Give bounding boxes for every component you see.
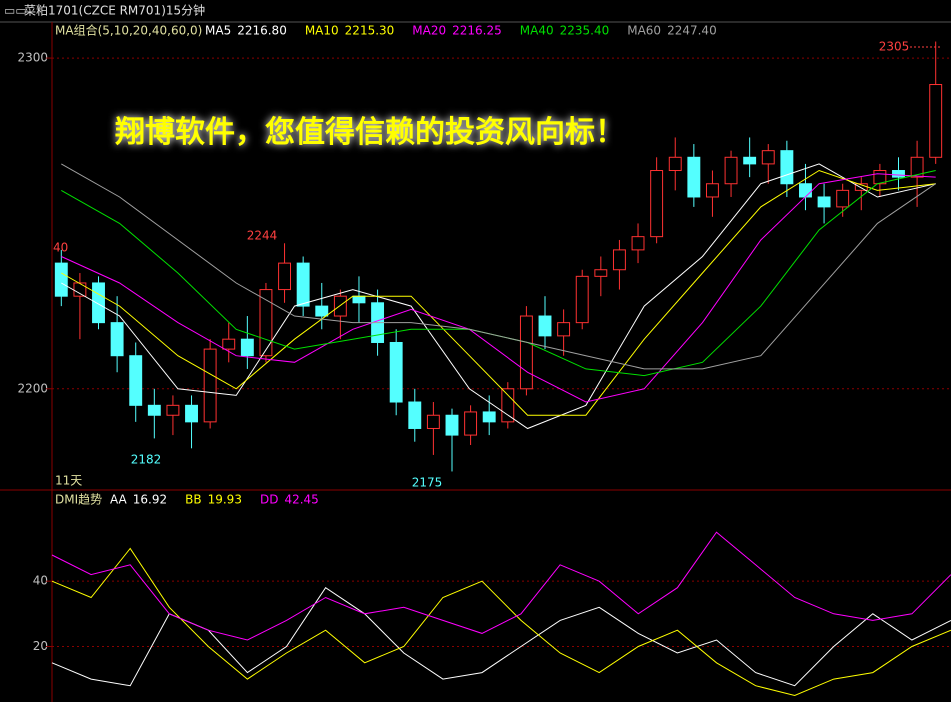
candle-body bbox=[799, 183, 812, 198]
candle-body bbox=[687, 156, 701, 198]
candle-body bbox=[892, 170, 905, 178]
candle-body bbox=[203, 348, 217, 423]
candle-body bbox=[426, 414, 440, 429]
legend-value: 2215.30 bbox=[345, 24, 395, 38]
line-series bbox=[61, 169, 936, 416]
line-series bbox=[61, 163, 936, 370]
line-series bbox=[51, 547, 951, 697]
candle-body bbox=[73, 282, 87, 297]
legend-value: 19.93 bbox=[208, 493, 242, 507]
chart-title: 菜粕1701(CZCE RM701)15分钟 bbox=[24, 3, 205, 18]
window-icon: ▭▭ bbox=[4, 4, 27, 18]
legend-name: MA40 bbox=[520, 24, 554, 38]
candle-body bbox=[501, 388, 515, 423]
candle-body bbox=[575, 275, 589, 324]
y-tick-label: 20 bbox=[33, 639, 48, 653]
line-series bbox=[61, 170, 936, 377]
title-bar bbox=[0, 0, 951, 22]
candle-body bbox=[668, 156, 682, 172]
candle-body bbox=[612, 249, 626, 271]
candle-body bbox=[352, 295, 366, 304]
legend-value: 42.45 bbox=[284, 493, 318, 507]
annotation: 2175 bbox=[412, 476, 443, 490]
legend-value: 2216.25 bbox=[452, 24, 502, 38]
candle-body bbox=[538, 315, 552, 337]
banner: 翔博软件，您值得信赖的投资风向标！ bbox=[115, 115, 625, 150]
y-tick-label: 40 bbox=[33, 574, 48, 588]
legend-name: MA10 bbox=[305, 24, 339, 38]
y-tick-label: 2200 bbox=[17, 381, 48, 395]
legend-name: MA60 bbox=[627, 24, 661, 38]
line-series bbox=[61, 163, 936, 430]
annotation: 2244 bbox=[247, 229, 278, 243]
candle-body bbox=[836, 189, 850, 208]
candle-body bbox=[631, 236, 645, 251]
annotation: 40 bbox=[53, 241, 68, 255]
legend-name: AA bbox=[110, 493, 128, 507]
candle-body bbox=[557, 322, 571, 337]
candle-body bbox=[929, 84, 943, 158]
dmi-title: DMI趋势 bbox=[55, 493, 102, 507]
ma-title: MA组合(5,10,20,40,60,0) bbox=[55, 23, 202, 38]
annotation: 2305 bbox=[879, 40, 910, 54]
candle-body bbox=[166, 404, 180, 416]
days-label: 11天 bbox=[55, 474, 82, 488]
candle-body bbox=[259, 289, 273, 357]
candle-body bbox=[445, 414, 459, 436]
candle-body bbox=[705, 183, 719, 198]
line-series bbox=[51, 587, 951, 687]
candle-body bbox=[296, 262, 310, 307]
annotation: 2182 bbox=[131, 453, 162, 467]
legend-name: BB bbox=[185, 493, 201, 507]
candle-body bbox=[240, 338, 254, 357]
candle-body bbox=[873, 170, 887, 185]
candle-body bbox=[817, 196, 831, 208]
legend-value: 2216.80 bbox=[237, 24, 287, 38]
candle-body bbox=[464, 411, 478, 436]
candle-body bbox=[743, 156, 757, 165]
legend-value: 2247.40 bbox=[667, 24, 717, 38]
candle-body bbox=[780, 150, 794, 185]
candles bbox=[54, 41, 943, 472]
candle-body bbox=[724, 156, 738, 185]
legend-value: 16.92 bbox=[133, 493, 167, 507]
candle-body bbox=[222, 338, 236, 350]
candle-body bbox=[315, 305, 329, 317]
line-series bbox=[61, 173, 936, 403]
candle-body bbox=[482, 411, 496, 423]
candle-body bbox=[408, 401, 422, 429]
legend-name: MA5 bbox=[205, 24, 231, 38]
candle-body bbox=[110, 322, 124, 357]
candle-body bbox=[389, 341, 403, 403]
candle-body bbox=[147, 404, 161, 416]
candle-body bbox=[650, 170, 664, 238]
candle-body bbox=[761, 150, 775, 165]
candle-body bbox=[92, 282, 105, 324]
candle-body bbox=[278, 262, 292, 291]
candle-body bbox=[129, 355, 143, 406]
legend-name: DD bbox=[260, 493, 278, 507]
line-series bbox=[51, 531, 951, 641]
y-tick-label: 2300 bbox=[17, 51, 48, 65]
legend-value: 2235.40 bbox=[560, 24, 610, 38]
candle-body bbox=[333, 295, 347, 317]
candle-body bbox=[185, 404, 198, 423]
candle-body bbox=[910, 156, 924, 178]
candle-body bbox=[519, 315, 533, 390]
candle-body bbox=[54, 262, 68, 297]
legend-name: MA20 bbox=[412, 24, 446, 38]
candle-body bbox=[594, 269, 608, 277]
